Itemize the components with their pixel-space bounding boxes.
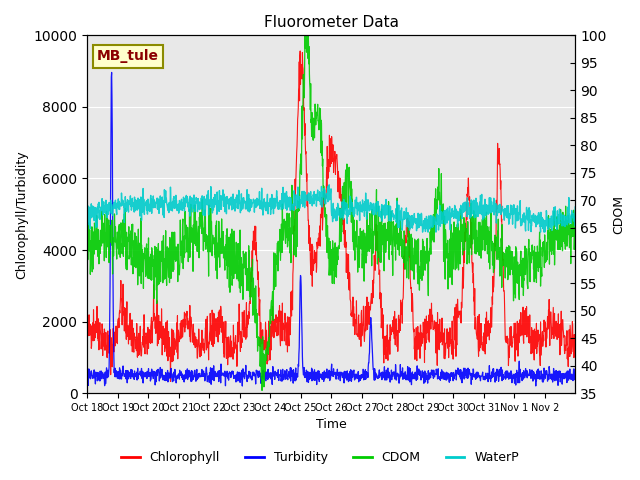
- Text: MB_tule: MB_tule: [97, 49, 159, 63]
- X-axis label: Time: Time: [316, 419, 346, 432]
- Y-axis label: Chlorophyll/Turbidity: Chlorophyll/Turbidity: [15, 150, 28, 278]
- Y-axis label: CDOM: CDOM: [612, 195, 625, 234]
- Title: Fluorometer Data: Fluorometer Data: [264, 15, 399, 30]
- Legend: Chlorophyll, Turbidity, CDOM, WaterP: Chlorophyll, Turbidity, CDOM, WaterP: [116, 446, 524, 469]
